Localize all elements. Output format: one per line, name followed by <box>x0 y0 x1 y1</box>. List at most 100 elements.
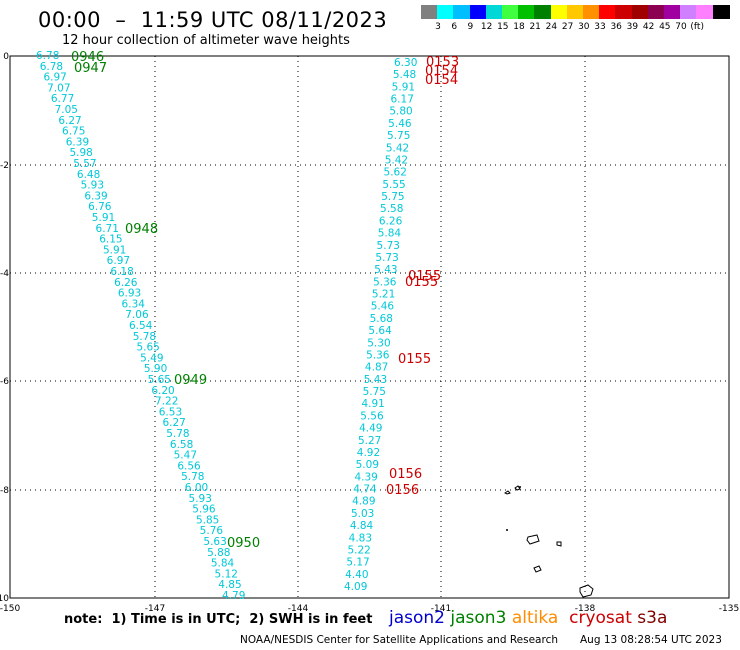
y-tick-label: -10 <box>0 594 9 604</box>
swh-value-left: 6.78 <box>36 50 59 62</box>
swh-value-left: 5.78 <box>166 428 189 440</box>
legend-swatch <box>664 5 681 19</box>
swh-value-left: 6.97 <box>43 72 66 84</box>
swh-value-left: 6.15 <box>99 234 122 246</box>
island-dot <box>519 486 521 488</box>
island-outline <box>579 584 594 598</box>
swh-value-right: 5.56 <box>360 410 384 422</box>
swh-value-left: 6.20 <box>151 385 174 397</box>
swh-value-left: 5.47 <box>174 450 197 462</box>
swh-value-left: 5.85 <box>196 514 219 526</box>
swh-value-left: 6.58 <box>170 439 193 451</box>
swh-value-left: 5.12 <box>215 568 238 580</box>
swh-value-left: 5.91 <box>92 212 115 224</box>
time-label-cryosat: 0156 <box>389 467 422 482</box>
time-label-cryosat: 0154 <box>425 73 458 88</box>
swh-value-left: 6.78 <box>40 61 63 73</box>
time-label-cryosat: 0153 <box>426 55 459 70</box>
swh-value-right: 5.73 <box>377 240 400 252</box>
swh-value-left: 5.63 <box>203 536 226 548</box>
swh-value-right: 5.46 <box>371 301 395 313</box>
footer-note: note: 1) Time is in UTC; 2) SWH is in fe… <box>64 612 373 627</box>
swh-value-left: 5.93 <box>81 180 104 192</box>
swh-value-right: 5.30 <box>367 337 390 349</box>
legend-swatch <box>583 5 600 19</box>
legend-swatch <box>453 5 471 19</box>
time-label-jason3: 0948 <box>125 222 158 237</box>
swh-value-left: 6.48 <box>77 169 100 181</box>
swh-value-right: 5.48 <box>393 69 416 81</box>
time-label-cryosat: 0155 <box>405 275 438 290</box>
swh-value-right: 5.42 <box>385 154 408 166</box>
swh-value-left: 6.27 <box>162 417 185 429</box>
x-tick-label: -135 <box>719 604 739 614</box>
island-outline <box>504 490 511 495</box>
legend-label: 27 <box>561 22 574 32</box>
legend-swatch <box>680 5 698 19</box>
swh-value-right: 6.26 <box>379 215 403 227</box>
swh-value-right: 6.30 <box>394 57 417 69</box>
sat-altika-label: altika <box>511 608 559 628</box>
swh-value-left: 6.93 <box>118 288 141 300</box>
swh-value-right: 4.92 <box>357 447 380 459</box>
swh-value-right: 4.89 <box>352 496 375 508</box>
island-outline <box>533 565 542 573</box>
x-tick-label: -138 <box>575 604 596 614</box>
credit-text: NOAA/NESDIS Center for Satellite Applica… <box>240 634 558 646</box>
legend-swatch <box>696 5 714 19</box>
swh-value-left: 6.34 <box>122 298 146 310</box>
legend-swatch <box>615 5 633 19</box>
y-tick-label: -6 <box>0 377 9 387</box>
y-tick-label: -2 <box>0 161 9 171</box>
swh-value-right: 5.46 <box>388 118 412 130</box>
swh-value-left: 5.84 <box>211 558 235 570</box>
legend-label: 39 <box>626 22 639 32</box>
swh-value-left: 6.71 <box>96 223 119 235</box>
time-label-jason3: 0950 <box>227 536 260 551</box>
legend-swatch <box>566 5 584 19</box>
swh-value-right: 6.17 <box>391 94 414 106</box>
swh-value-left: 6.54 <box>129 320 153 332</box>
legend-label: 3 <box>435 22 441 32</box>
x-tick-label: -141 <box>431 604 451 614</box>
swh-value-left: 6.39 <box>66 136 89 148</box>
swh-value-right: 4.84 <box>350 520 374 532</box>
time-label-cryosat: 0155 <box>408 269 441 284</box>
swh-value-right: 5.68 <box>370 313 393 325</box>
legend-label: 42 <box>642 22 655 32</box>
swh-value-left: 6.27 <box>58 115 81 127</box>
legend-label: 30 <box>578 22 590 32</box>
swh-value-left: 5.78 <box>133 331 156 343</box>
time-label-cryosat: 0154 <box>425 64 458 79</box>
swh-value-left: 5.96 <box>192 504 216 516</box>
swh-value-right: 5.17 <box>346 557 369 569</box>
swh-value-left: 5.78 <box>181 471 204 483</box>
legend-label: 15 <box>497 22 509 32</box>
swh-value-left: 7.05 <box>55 104 78 116</box>
time-label-cryosat: 0156 <box>386 483 419 498</box>
legend-swatch <box>534 5 552 19</box>
legend-swatch <box>518 5 536 19</box>
swh-value-left: 5.76 <box>200 525 224 537</box>
sat-jason3-label: jason3 <box>450 608 507 628</box>
swh-value-left: 7.06 <box>125 309 149 321</box>
sat-s3a-label: s3a <box>637 608 668 628</box>
swh-value-right: 5.43 <box>374 264 397 276</box>
swh-value-right: 5.21 <box>372 289 395 301</box>
swh-value-left: 5.91 <box>103 244 126 256</box>
swh-value-right: 4.83 <box>349 532 372 544</box>
swh-value-right: 5.84 <box>378 228 402 240</box>
swh-value-right: 5.75 <box>381 191 404 203</box>
sat-cryosat-label: cryosat <box>569 608 632 628</box>
legend-swatch <box>647 5 665 19</box>
satellite-legend: jason2 jason3 altika cryosat s3a <box>389 608 667 628</box>
swh-value-left: 6.26 <box>114 277 138 289</box>
generated-timestamp: Aug 13 08:28:54 UTC 2023 <box>580 634 722 646</box>
swh-value-left: 5.65 <box>136 342 159 354</box>
swh-value-right: 4.09 <box>344 581 367 593</box>
legend-label: 6 <box>451 22 458 32</box>
swh-value-right: 5.75 <box>363 386 386 398</box>
legend-swatch <box>437 5 455 19</box>
swh-value-right: 5.80 <box>389 106 412 118</box>
